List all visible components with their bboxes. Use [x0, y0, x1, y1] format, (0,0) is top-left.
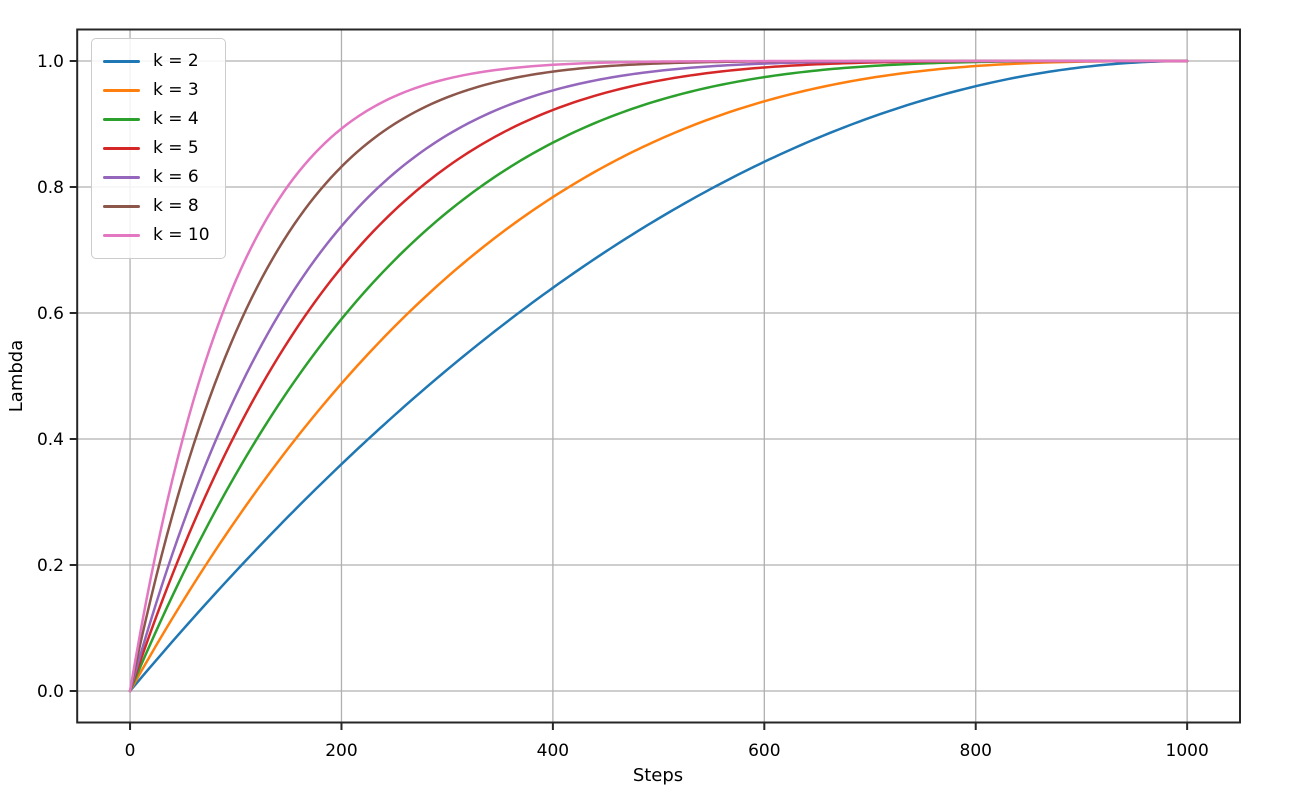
legend-entry: k = 3	[103, 76, 210, 105]
legend-line-swatch	[103, 89, 140, 92]
axes-spines	[76, 28, 1242, 724]
curve-k=3	[128, 59, 1189, 693]
x-tick-label: 0	[125, 741, 136, 761]
legend-entry-label: k = 3	[153, 80, 199, 100]
legend-entry: k = 10	[103, 221, 210, 250]
curves	[128, 59, 1189, 693]
legend-entry-label: k = 5	[153, 138, 199, 158]
legend-line-swatch	[103, 60, 140, 63]
x-axis-label: Steps	[633, 765, 683, 786]
y-axis-label: Lambda	[6, 340, 27, 412]
legend-entry: k = 5	[103, 134, 210, 163]
curve-k=10	[128, 59, 1189, 693]
legend-entry: k = 6	[103, 163, 210, 192]
legend-entry-label: k = 10	[153, 225, 210, 245]
legend-line-swatch	[103, 147, 140, 150]
legend-line-swatch	[103, 205, 140, 208]
legend: k = 2 k = 3 k = 4 k = 5 k = 6 k = 8 k = 10	[91, 38, 226, 259]
legend-entry-label: k = 4	[153, 109, 199, 129]
y-tick-label: 0.6	[37, 304, 64, 324]
axis-ticks	[69, 60, 1189, 730]
y-tick-label: 1.0	[37, 52, 64, 72]
x-tick-label: 1000	[1166, 741, 1209, 761]
y-tick-label: 0.0	[37, 682, 64, 702]
curve-k=6	[128, 59, 1189, 693]
x-tick-label: 600	[748, 741, 780, 761]
tick-labels: 0 200 400 600 800 1000 0.0 0.2 0.4 0.6 0.8 1.0	[37, 52, 1209, 761]
curve-k=2	[128, 59, 1189, 693]
legend-line-swatch	[103, 118, 140, 121]
curve-k=8	[128, 59, 1189, 693]
curve-k=5	[128, 59, 1189, 693]
legend-entry: k = 4	[103, 105, 210, 134]
legend-entry: k = 8	[103, 192, 210, 221]
legend-entry-label: k = 8	[153, 196, 199, 216]
x-tick-label: 800	[960, 741, 992, 761]
x-tick-label: 200	[325, 741, 357, 761]
legend-line-swatch	[103, 176, 140, 179]
curve-k=4	[128, 59, 1189, 693]
legend-entry: k = 2	[103, 47, 210, 76]
y-tick-label: 0.2	[37, 556, 64, 576]
y-tick-label: 0.4	[37, 430, 64, 450]
grid	[77, 29, 1240, 723]
legend-entry-label: k = 2	[153, 51, 199, 71]
plot-border	[76, 28, 1242, 724]
legend-line-swatch	[103, 234, 140, 237]
x-tick-label: 400	[537, 741, 569, 761]
legend-entry-label: k = 6	[153, 167, 199, 187]
y-tick-label: 0.8	[37, 178, 64, 198]
